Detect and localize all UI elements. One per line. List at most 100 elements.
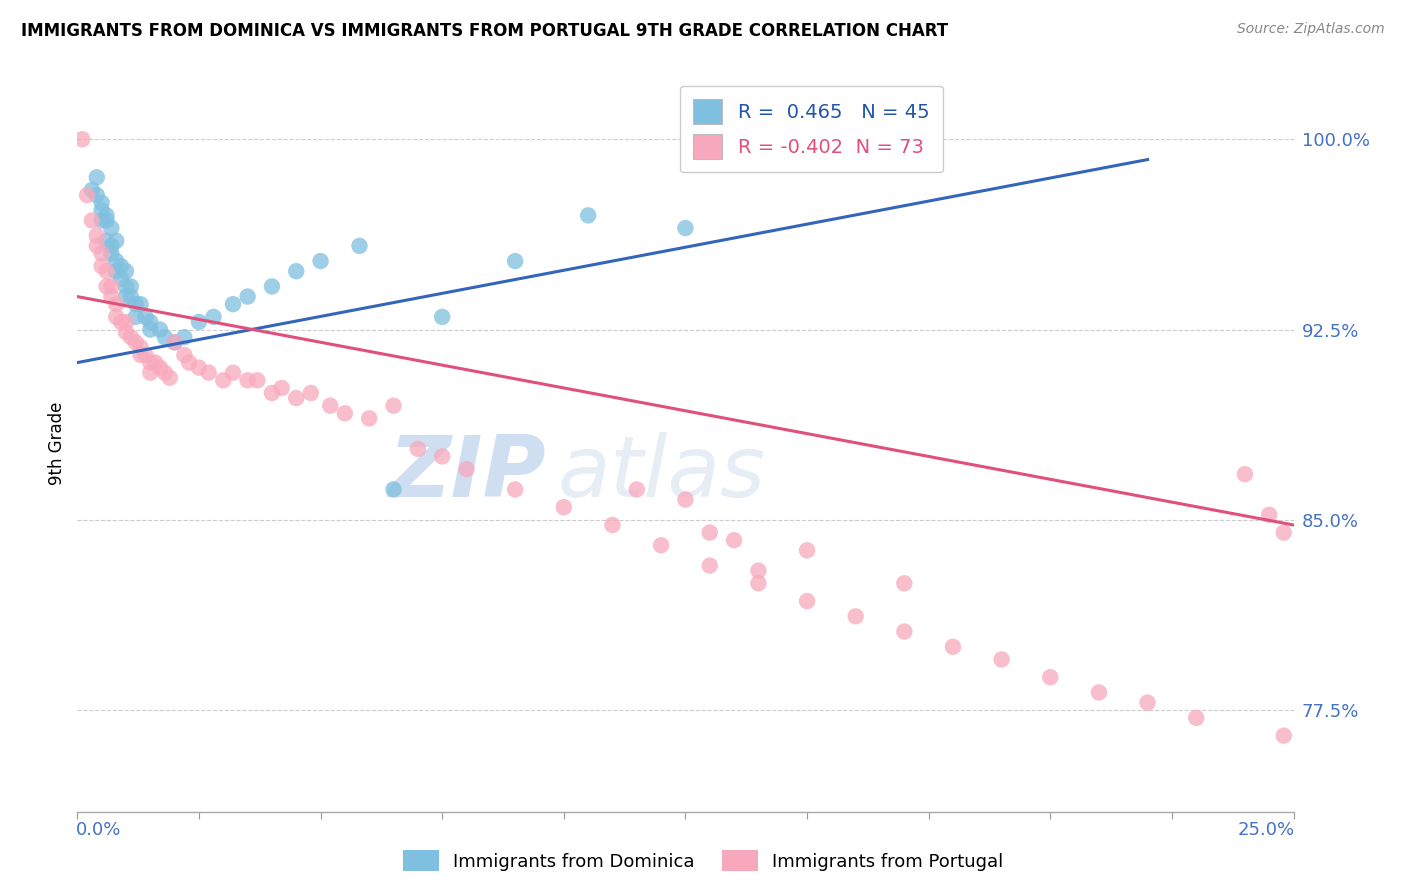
Point (1185, 711, 1208, 725)
Point (80, 183, 103, 197)
Point (650, 538, 672, 552)
Point (246, 373, 269, 387)
Y-axis label: 9th Grade: 9th Grade (48, 402, 66, 485)
Point (90, 203, 112, 218)
Point (553, 500, 575, 515)
Point (260, 279, 283, 293)
Text: IMMIGRANTS FROM DOMINICA VS IMMIGRANTS FROM PORTUGAL 9TH GRADE CORRELATION CHART: IMMIGRANTS FROM DOMINICA VS IMMIGRANTS F… (21, 22, 948, 40)
Point (100, 221, 122, 235)
Point (202, 310, 225, 324)
Point (105, 310, 128, 324)
Point (179, 355, 201, 369)
Point (796, 594, 818, 608)
Point (173, 348, 195, 362)
Point (845, 609, 868, 624)
Point (285, 391, 308, 405)
Text: 0.0%: 0.0% (76, 821, 121, 838)
Point (139, 366, 162, 380)
Point (70, 132, 93, 146)
Point (120, 289, 142, 303)
Legend: R =  0.465   N = 45, R = -0.402  N = 73: R = 0.465 N = 45, R = -0.402 N = 73 (679, 86, 943, 172)
Point (96, 213, 118, 227)
Point (100, 239, 122, 253)
Point (1272, 525, 1295, 540)
Point (222, 297, 245, 311)
Point (699, 525, 721, 540)
Point (129, 348, 152, 362)
Point (90, 259, 112, 273)
Point (723, 533, 745, 548)
Point (188, 360, 211, 375)
Point (129, 297, 152, 311)
Point (188, 315, 211, 329)
Point (359, 411, 381, 425)
Point (110, 315, 132, 329)
Point (96, 264, 118, 278)
Point (153, 330, 176, 344)
Point (120, 330, 142, 344)
Point (430, 450, 453, 464)
Point (125, 335, 148, 350)
Point (456, 462, 478, 476)
Point (115, 289, 138, 303)
Point (319, 399, 342, 413)
Point (115, 279, 138, 293)
Point (236, 373, 259, 387)
Point (110, 259, 132, 273)
Point (143, 355, 166, 369)
Point (430, 310, 453, 324)
Point (309, 254, 332, 268)
Point (285, 264, 308, 278)
Point (990, 652, 1012, 666)
Point (699, 558, 721, 573)
Point (86, 228, 108, 243)
Point (96, 279, 118, 293)
Point (270, 381, 292, 395)
Point (333, 406, 356, 420)
Point (134, 310, 156, 324)
Point (120, 279, 142, 293)
Point (747, 576, 769, 591)
Point (86, 188, 108, 202)
Point (1272, 729, 1295, 743)
Point (115, 264, 138, 278)
Text: atlas: atlas (558, 432, 766, 515)
Point (139, 315, 162, 329)
Point (406, 442, 429, 456)
Point (125, 310, 148, 324)
Point (139, 355, 162, 369)
Point (222, 366, 245, 380)
Point (260, 386, 283, 401)
Point (134, 348, 156, 362)
Point (129, 340, 152, 354)
Legend: Immigrants from Dominica, Immigrants from Portugal: Immigrants from Dominica, Immigrants fro… (395, 843, 1011, 879)
Point (1039, 670, 1062, 684)
Point (197, 366, 219, 380)
Point (100, 246, 122, 260)
Point (149, 360, 172, 375)
Point (626, 483, 648, 497)
Point (236, 289, 259, 303)
Point (382, 483, 405, 497)
Point (382, 399, 405, 413)
Point (105, 297, 128, 311)
Point (675, 221, 697, 235)
Point (115, 315, 138, 329)
Point (747, 564, 769, 578)
Point (86, 170, 108, 185)
Point (80, 213, 103, 227)
Point (349, 239, 371, 253)
Point (105, 254, 128, 268)
Point (105, 234, 128, 248)
Point (503, 483, 526, 497)
Point (159, 371, 181, 385)
Point (173, 330, 195, 344)
Point (1233, 467, 1256, 482)
Point (212, 373, 235, 387)
Point (115, 325, 138, 339)
Point (110, 272, 132, 286)
Point (893, 624, 915, 639)
Point (105, 264, 128, 278)
Point (942, 640, 965, 654)
Point (90, 246, 112, 260)
